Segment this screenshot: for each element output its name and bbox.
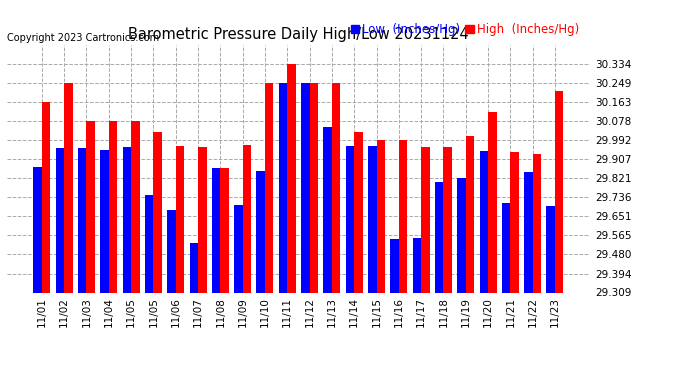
- Bar: [167, 210, 176, 292]
- Bar: [64, 83, 72, 292]
- Bar: [190, 243, 198, 292]
- Bar: [399, 140, 407, 292]
- Bar: [413, 238, 421, 292]
- Bar: [86, 121, 95, 292]
- Bar: [243, 145, 251, 292]
- Bar: [533, 154, 541, 292]
- Text: Copyright 2023 Cartronics.com: Copyright 2023 Cartronics.com: [7, 33, 159, 42]
- Bar: [131, 121, 139, 292]
- Bar: [502, 203, 511, 292]
- Bar: [33, 167, 42, 292]
- Bar: [234, 206, 243, 292]
- Bar: [301, 83, 310, 292]
- Bar: [546, 206, 555, 292]
- Bar: [444, 147, 452, 292]
- Bar: [368, 146, 377, 292]
- Bar: [56, 148, 64, 292]
- Bar: [145, 195, 153, 292]
- Bar: [212, 168, 220, 292]
- Bar: [279, 83, 287, 292]
- Bar: [198, 147, 206, 292]
- Bar: [123, 147, 131, 292]
- Bar: [511, 152, 519, 292]
- Bar: [488, 112, 497, 292]
- Bar: [555, 91, 564, 292]
- Legend: Low  (Inches/Hg), High  (Inches/Hg): Low (Inches/Hg), High (Inches/Hg): [346, 19, 584, 41]
- Bar: [377, 140, 385, 292]
- Bar: [220, 168, 229, 292]
- Bar: [391, 239, 399, 292]
- Bar: [153, 132, 162, 292]
- Bar: [346, 146, 354, 292]
- Bar: [457, 177, 466, 292]
- Bar: [480, 151, 488, 292]
- Bar: [524, 172, 533, 292]
- Bar: [332, 83, 340, 292]
- Bar: [435, 183, 444, 292]
- Bar: [176, 146, 184, 292]
- Bar: [421, 147, 430, 292]
- Bar: [100, 150, 109, 292]
- Bar: [287, 64, 296, 292]
- Bar: [42, 102, 50, 292]
- Bar: [78, 148, 86, 292]
- Bar: [466, 136, 474, 292]
- Bar: [310, 83, 318, 292]
- Bar: [257, 171, 265, 292]
- Title: Barometric Pressure Daily High/Low 20231124: Barometric Pressure Daily High/Low 20231…: [128, 27, 469, 42]
- Bar: [265, 83, 273, 292]
- Bar: [109, 121, 117, 292]
- Bar: [324, 127, 332, 292]
- Bar: [354, 132, 363, 292]
